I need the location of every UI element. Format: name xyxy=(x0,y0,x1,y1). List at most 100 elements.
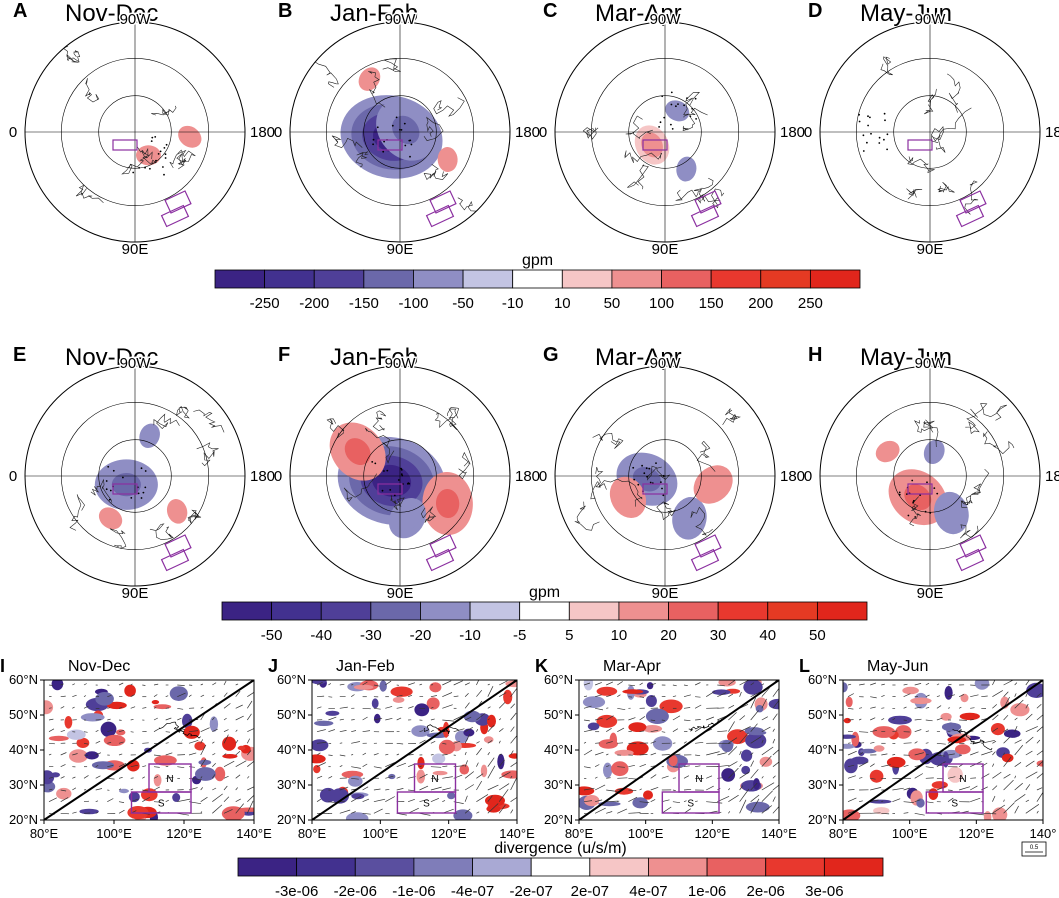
wind-vector xyxy=(728,721,735,732)
graticule xyxy=(819,365,1041,587)
wind-vector xyxy=(487,795,493,802)
wind-vector xyxy=(212,728,218,733)
colorbar-unit-label: gpm xyxy=(522,252,553,269)
wind-vector xyxy=(407,682,416,686)
wind-vector xyxy=(200,811,203,814)
wind-vector xyxy=(958,694,965,698)
wind-vector xyxy=(750,769,759,779)
panel-letter: I xyxy=(0,656,5,676)
wind-vector xyxy=(1003,728,1009,732)
divergence-patch xyxy=(843,743,855,749)
wind-vector xyxy=(772,775,776,779)
wind-vector xyxy=(661,707,664,709)
x-tick-label: 140°E xyxy=(499,826,535,841)
divergence-patch xyxy=(48,735,69,742)
wind-vector xyxy=(107,742,112,744)
wind-vector xyxy=(914,706,922,709)
wind-vector xyxy=(48,776,54,779)
wind-vector xyxy=(847,693,854,698)
wind-vector xyxy=(761,755,772,767)
wind-vector xyxy=(373,717,383,721)
wind-vector xyxy=(130,694,135,698)
wind-vector xyxy=(717,730,728,733)
divergence-patch xyxy=(941,722,962,732)
wind-vector xyxy=(739,715,746,721)
divergence-patch xyxy=(414,703,430,717)
wind-vector xyxy=(761,739,764,744)
wind-vector xyxy=(606,715,614,721)
divergence-patch xyxy=(103,734,126,747)
y-tick-label: 20°N xyxy=(277,812,306,827)
wind-vector xyxy=(153,717,158,721)
wind-vector xyxy=(1036,760,1043,767)
wind-vector xyxy=(606,765,610,768)
wind-vector xyxy=(339,809,351,814)
colorbar-tick-label: 250 xyxy=(798,295,823,312)
colorbar-tick-label: -3e-06 xyxy=(275,883,318,898)
wind-vector xyxy=(617,808,628,814)
y-tick-label: 40°N xyxy=(9,742,38,757)
study-region-boxes xyxy=(642,139,722,228)
divergence-patch xyxy=(872,726,896,738)
wind-vector xyxy=(72,683,75,686)
divergence-patch xyxy=(611,761,629,777)
wind-vector xyxy=(683,719,691,722)
diagonal-line xyxy=(312,680,517,820)
wind-vector xyxy=(914,718,922,721)
wind-vector xyxy=(72,787,77,791)
graticule xyxy=(289,365,511,587)
wind-vector xyxy=(60,752,67,756)
divergence-patch xyxy=(721,768,736,782)
wind-vector xyxy=(95,729,99,733)
panel-title: Mar-Apr xyxy=(603,658,661,675)
divergence-patch xyxy=(992,807,1008,820)
wind-vector xyxy=(200,706,204,709)
wind-vector xyxy=(487,784,499,791)
colorbar-swatch xyxy=(413,269,464,289)
divergence-patch xyxy=(44,700,54,715)
wind-vector xyxy=(498,728,504,732)
wind-vector xyxy=(739,799,747,814)
wind-vector xyxy=(498,718,502,721)
region-box-label: S xyxy=(423,799,430,810)
graticule xyxy=(554,21,776,243)
wind-vector xyxy=(385,796,395,803)
wind-vector xyxy=(142,707,147,709)
wind-vector xyxy=(925,742,929,744)
wind-vector xyxy=(695,741,704,744)
y-tick-label: 60°N xyxy=(544,672,573,687)
divergence-patch xyxy=(447,792,456,800)
wind-vector xyxy=(947,789,953,791)
panel-title: Jan-Feb xyxy=(330,344,418,371)
wind-vector xyxy=(772,805,779,814)
wind-vector xyxy=(870,696,877,699)
wind-vector xyxy=(130,731,134,733)
colorbar-swatch xyxy=(611,269,662,289)
wind-vector xyxy=(235,683,239,686)
wind-vector xyxy=(235,739,239,744)
wind-vector xyxy=(72,776,76,779)
wind-vector xyxy=(362,786,369,791)
wind-vector xyxy=(970,797,981,803)
wind-vector xyxy=(583,800,593,803)
divergence-patch xyxy=(85,751,99,760)
wind-vector xyxy=(223,717,227,721)
coastlines xyxy=(326,407,471,523)
divergence-patch xyxy=(346,812,369,820)
wind-vector xyxy=(316,706,322,709)
wind-vector xyxy=(328,754,333,756)
divergence-patch xyxy=(668,754,678,767)
wind-vector xyxy=(373,808,383,814)
wind-vector xyxy=(499,783,510,791)
wind-vector xyxy=(617,681,623,686)
wind-vector xyxy=(859,707,863,709)
wind-vector xyxy=(107,777,115,780)
y-tick-label: 50°N xyxy=(277,707,306,722)
wind-vector xyxy=(761,746,774,756)
wind-vector xyxy=(970,741,985,744)
colorbar-unit-label: divergence (u/s/m) xyxy=(494,840,627,857)
wind-vector xyxy=(772,761,779,767)
lon-label-left: 0 xyxy=(804,124,812,141)
divergence-patch xyxy=(100,721,117,737)
